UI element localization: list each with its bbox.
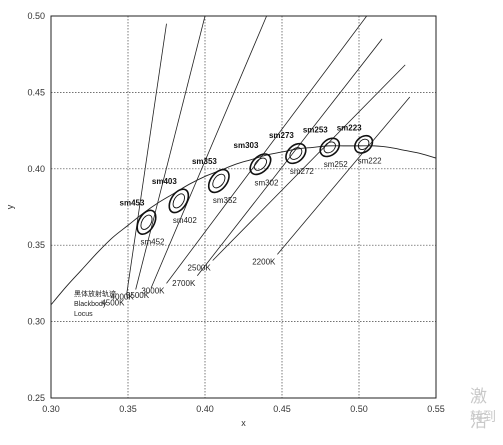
cct-label-3500K: 3500K: [126, 291, 150, 300]
label-sm223: sm223: [337, 123, 362, 132]
label-sm302: sm302: [254, 178, 279, 187]
cct-label-2200K: 2200K: [252, 257, 276, 266]
label-sm353: sm353: [192, 157, 217, 166]
tick-labels: 0.30 0.35 0.40 0.45 0.50 0.550.250.300.350.40…: [27, 11, 444, 414]
watermark-line2: 转到: [470, 410, 497, 425]
isotherm-lines: [126, 16, 411, 296]
plot-frame: [50, 15, 437, 399]
x-tick-label: 0.40: [196, 404, 214, 414]
isotherm-2500K: [212, 64, 406, 261]
isotherm-4500K: [126, 23, 167, 296]
isotherm-3000K: [166, 16, 368, 284]
ellipse-sm272: [289, 147, 303, 160]
ellipse-sm252: [323, 141, 336, 154]
label-sm222: sm222: [358, 156, 383, 165]
ellipse-sm222: [357, 138, 370, 151]
ellipse-sm273: [285, 142, 307, 165]
watermark-line1: 激活: [470, 387, 487, 432]
label-sm352: sm352: [213, 196, 238, 205]
label-sm403: sm403: [152, 177, 177, 186]
y-tick-label: 0.50: [27, 11, 45, 21]
y-tick-label: 0.30: [27, 317, 45, 327]
x-tick-label: 0.55: [427, 404, 445, 414]
label-sm273: sm273: [269, 131, 294, 140]
locus-label-line2: Locus: [74, 311, 93, 318]
y-tick-label: 0.40: [27, 164, 45, 174]
label-sm303: sm303: [234, 141, 259, 150]
cct-label-2700K: 2700K: [172, 279, 196, 288]
label-sm402: sm402: [173, 216, 198, 225]
locus-label-cn: 黑体放射轨迹: [74, 289, 116, 298]
blackbody-locus: [51, 145, 436, 306]
ellipse-sm352: [212, 173, 226, 189]
cct-label-3000K: 3000K: [141, 286, 165, 295]
y-tick-label: 0.35: [27, 240, 45, 250]
x-tick-label: 0.45: [273, 404, 291, 414]
y-axis-label: y: [5, 204, 15, 209]
label-sm272: sm272: [290, 167, 315, 176]
ellipse-sm453: [136, 209, 157, 235]
isotherm-2700K: [196, 38, 383, 277]
x-tick-label: 0.30: [42, 404, 60, 414]
label-sm252: sm252: [324, 160, 349, 169]
ellipse-sm402: [172, 193, 186, 209]
locus-label-line1: Blackbody: [74, 301, 107, 308]
label-sm253: sm253: [303, 126, 328, 135]
label-sm453: sm453: [120, 198, 145, 207]
cct-label-2500K: 2500K: [188, 263, 212, 272]
ellipse-sm253: [319, 137, 341, 158]
ellipse-sm403: [168, 188, 190, 214]
cct-label-4500K: 4500K: [101, 299, 125, 308]
ellipse-sm303: [249, 153, 272, 176]
isotherm-3500K: [150, 16, 267, 289]
ellipse-sm452: [140, 214, 153, 230]
y-tick-label: 0.25: [27, 393, 45, 403]
y-tick-label: 0.45: [27, 87, 45, 97]
cct-label-4000K: 4000K: [111, 293, 135, 302]
ellipse-sm302: [253, 157, 268, 171]
x-tick-label: 0.35: [119, 404, 137, 414]
x-axis-label: x: [241, 418, 246, 428]
locus-label: 黑体放射轨迹 Blackbody Locus: [74, 289, 116, 318]
x-tick-label: 0.50: [350, 404, 368, 414]
ellipse-sm223: [353, 134, 374, 154]
macadam-ellipses: [136, 134, 374, 235]
label-sm452: sm452: [140, 237, 165, 246]
isotherm-4000K: [135, 16, 206, 290]
isotherm-2200K: [277, 96, 411, 255]
ellipse-sm353: [207, 168, 230, 194]
grid: [51, 16, 436, 398]
